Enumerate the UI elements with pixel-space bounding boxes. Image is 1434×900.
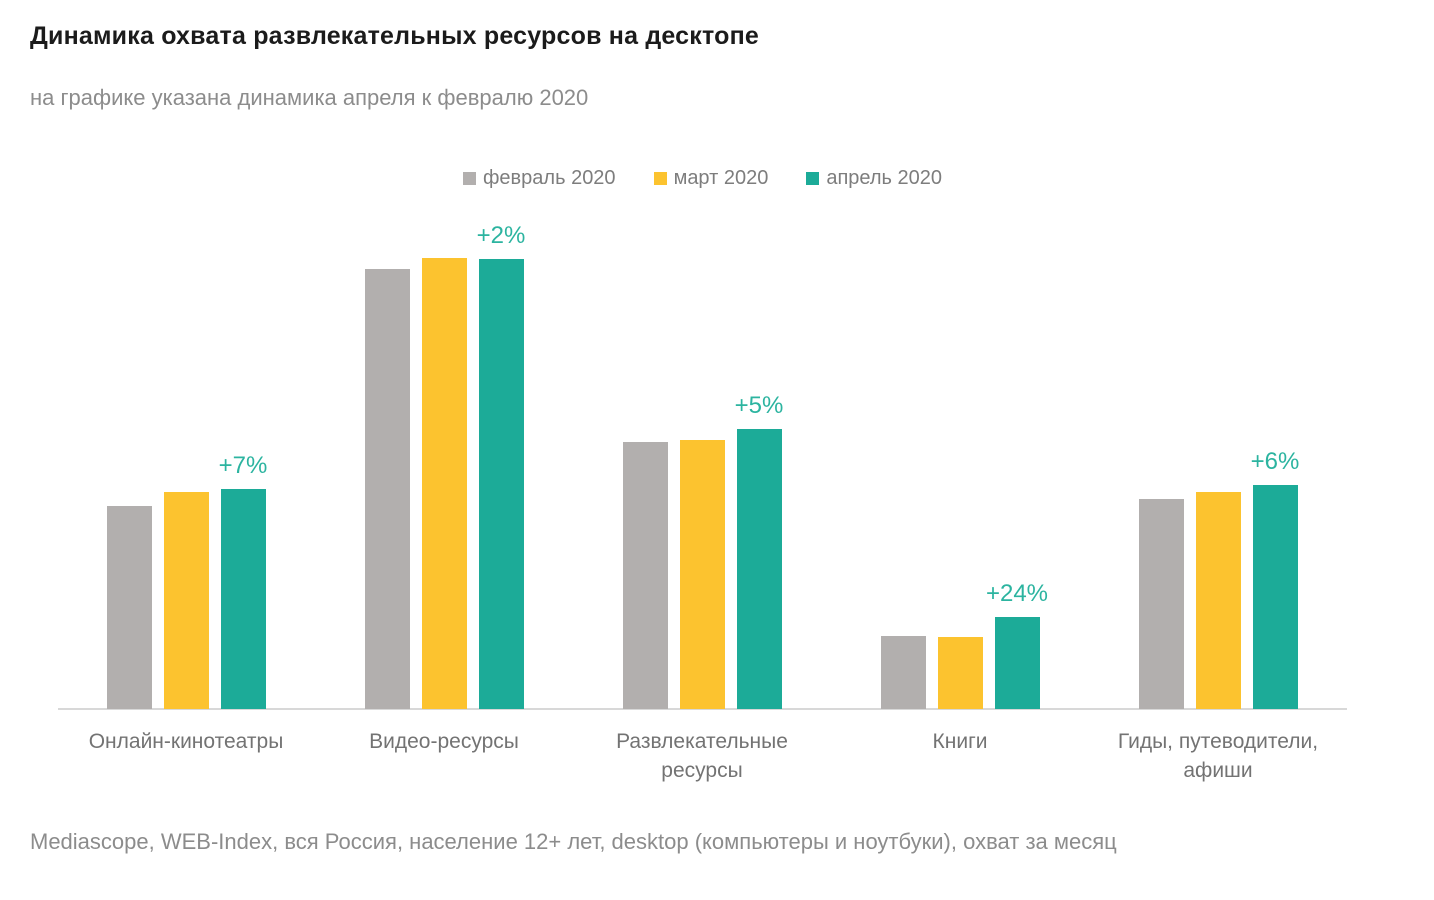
bar <box>421 258 467 709</box>
legend-marker-icon <box>806 172 820 185</box>
bar-annotation: +5% <box>734 392 784 419</box>
legend-item: апрель 2020 <box>806 167 942 190</box>
chart-title: Динамика охвата развлекательных ресурсов… <box>30 22 759 50</box>
bar <box>1195 492 1241 709</box>
bar <box>679 440 725 709</box>
bar <box>364 269 410 709</box>
legend-marker-icon <box>653 172 667 185</box>
bar-annotation: +7% <box>218 452 268 479</box>
category-label: Онлайн-кинотеатры <box>88 730 284 753</box>
bar <box>163 492 209 709</box>
x-axis-line <box>58 708 1347 710</box>
bar <box>937 637 983 709</box>
bar <box>220 489 266 709</box>
bar <box>1138 499 1184 709</box>
source-note: Mediascope, WEB-Index, вся Россия, насел… <box>30 829 1117 854</box>
chart-legend: февраль 2020 март 2020 апрель 2020 <box>58 167 1347 190</box>
legend-item: март 2020 <box>653 167 769 190</box>
chart-subtitle: на графике указана динамика апреля к фев… <box>30 85 589 110</box>
category-label: Книги <box>932 730 988 753</box>
bar <box>106 506 152 709</box>
legend-label: апрель 2020 <box>826 167 943 189</box>
legend-marker-icon <box>462 172 476 185</box>
bar <box>880 636 926 709</box>
category-label: Видео-ресурсы <box>369 730 519 753</box>
bar-annotation: +24% <box>985 580 1049 607</box>
legend-item: февраль 2020 <box>462 167 616 190</box>
bar-annotation: +6% <box>1250 448 1300 475</box>
category-label: Развлекательные ресурсы <box>616 730 788 783</box>
bar <box>736 429 782 709</box>
bar-annotation: +2% <box>476 222 526 249</box>
legend-label: март 2020 <box>673 167 769 189</box>
bar <box>994 617 1040 709</box>
legend-label: февраль 2020 <box>482 167 616 189</box>
category-label: Гиды, путеводители, афиши <box>1117 730 1319 783</box>
bar <box>1252 485 1298 709</box>
bar <box>622 442 668 709</box>
bar <box>478 259 524 709</box>
